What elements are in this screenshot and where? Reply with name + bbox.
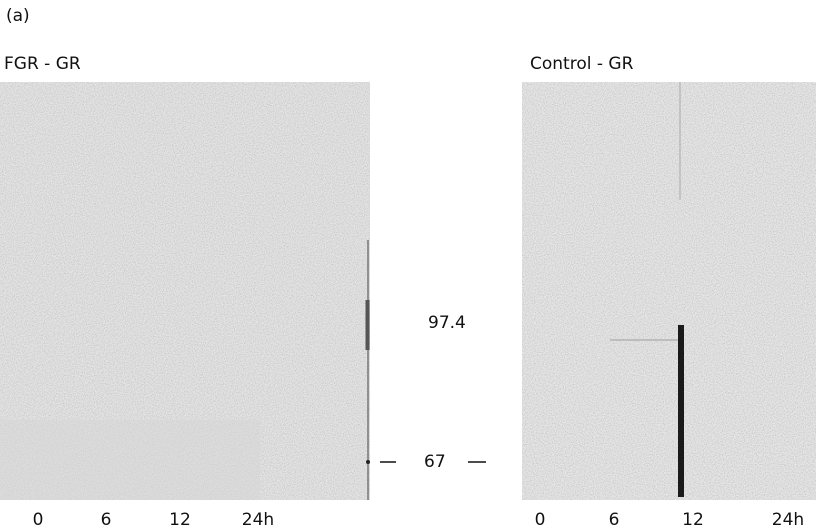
lane-label: 24h xyxy=(772,510,804,530)
gel-shade xyxy=(0,420,260,500)
band xyxy=(678,325,684,497)
marker-label: 97.4 xyxy=(428,313,466,333)
band xyxy=(365,300,370,350)
band-dot xyxy=(366,460,370,464)
lane-label: 0 xyxy=(33,510,44,530)
lane-label: 6 xyxy=(609,510,620,530)
lane-label: 12 xyxy=(682,510,704,530)
lane-label: 0 xyxy=(535,510,546,530)
lane-label: 12 xyxy=(169,510,191,530)
marker-label: 67 xyxy=(424,452,446,472)
panel-label: (a) xyxy=(6,6,30,26)
lane-label: 6 xyxy=(101,510,112,530)
gel-left xyxy=(0,82,370,500)
lane-label: 24h xyxy=(242,510,274,530)
gel-texture xyxy=(522,82,816,500)
gel-title: FGR - GR xyxy=(4,54,81,74)
gel-right xyxy=(522,82,816,500)
gel-title: Control - GR xyxy=(530,54,634,74)
